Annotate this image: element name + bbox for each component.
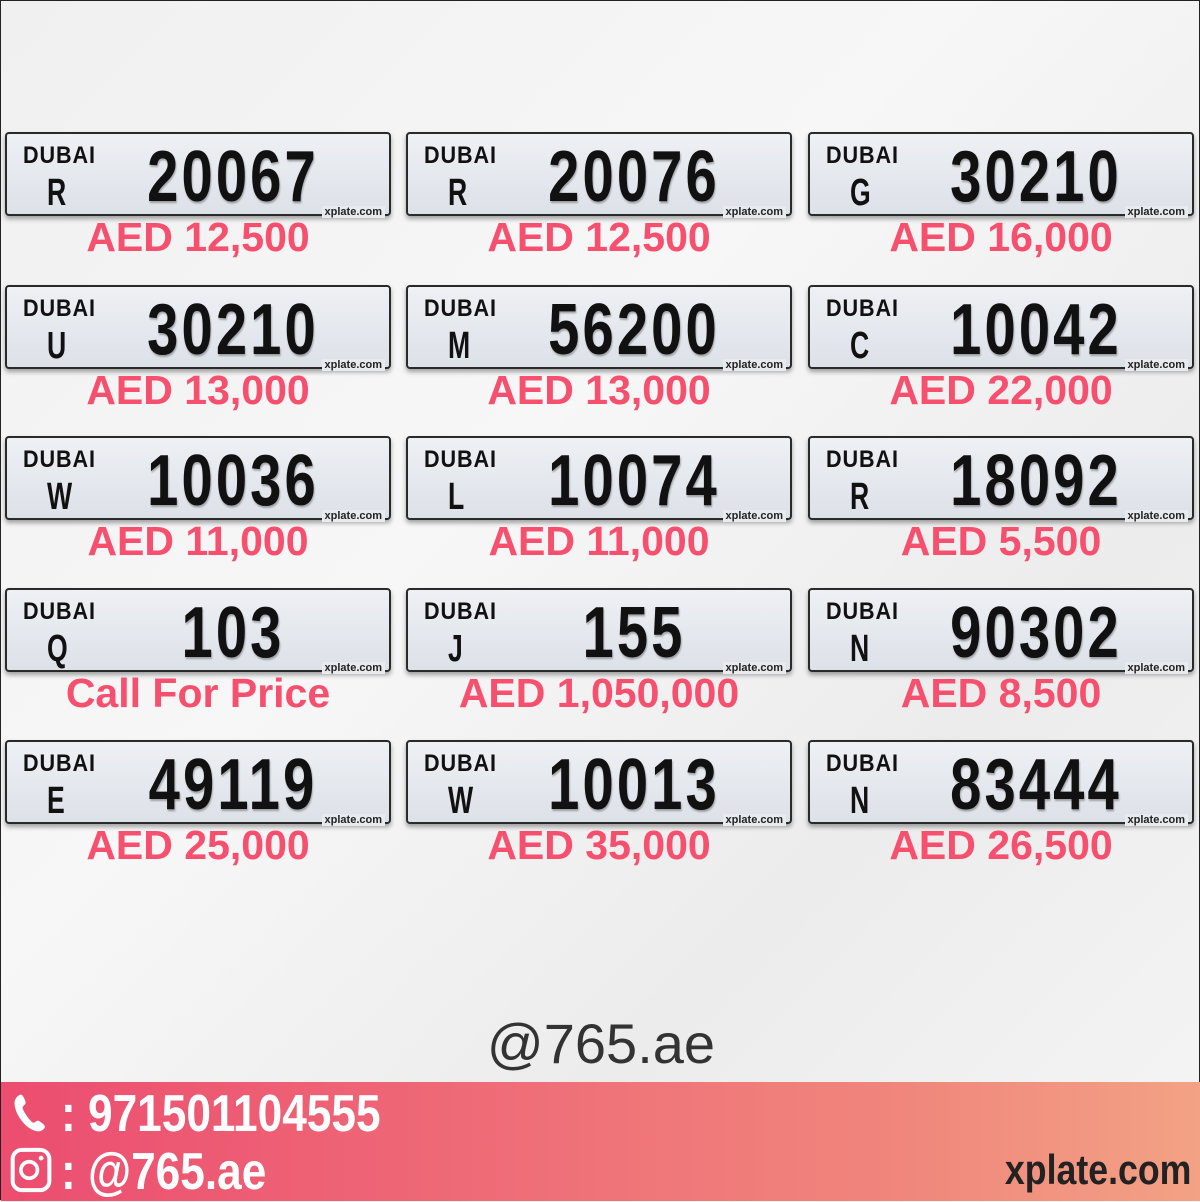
plate-price: AED 12,500	[487, 214, 711, 260]
plate-price: AED 8,500	[900, 670, 1102, 716]
plate-code: R	[850, 476, 870, 518]
plate[interactable]: DUBAI C 10042 xplate.com	[808, 285, 1194, 371]
plate-price: Call For Price	[65, 670, 331, 716]
plate-watermark: xplate.com	[321, 359, 385, 371]
plate-price: AED 26,500	[889, 822, 1113, 868]
plate[interactable]: DUBAI W 10036 xplate.com	[5, 436, 391, 522]
emirate-label: DUBAI	[23, 142, 96, 169]
emirate-label: DUBAI	[424, 295, 497, 322]
plate-watermark: xplate.com	[321, 662, 385, 674]
emirate-label: DUBAI	[826, 446, 899, 473]
plate-code: Q	[47, 628, 68, 670]
plate-watermark: xplate.com	[1124, 359, 1188, 371]
plate[interactable]: DUBAI J 155 xplate.com	[406, 588, 792, 674]
plate[interactable]: DUBAI G 30210 xplate.com	[808, 132, 1194, 218]
plate-number: 56200	[548, 290, 720, 370]
emirate-label: DUBAI	[23, 446, 96, 473]
plate-price: AED 35,000	[487, 822, 711, 868]
plate-price: AED 16,000	[889, 214, 1113, 260]
plate[interactable]: DUBAI R 18092 xplate.com	[808, 436, 1194, 522]
plate[interactable]: DUBAI W 10013 xplate.com	[406, 740, 792, 826]
plate-price: AED 13,000	[86, 367, 310, 413]
plate-watermark: xplate.com	[1124, 662, 1188, 674]
plate-code: N	[850, 780, 870, 822]
plate-price: AED 22,000	[889, 367, 1113, 413]
handle-text: @765.ae	[486, 1012, 716, 1075]
plate-code: N	[850, 628, 870, 670]
emirate-label: DUBAI	[424, 142, 497, 169]
plate-number: 20067	[147, 137, 319, 217]
plate-code: R	[448, 172, 468, 214]
plate-watermark: xplate.com	[1124, 510, 1188, 522]
plate[interactable]: DUBAI L 10074 xplate.com	[406, 436, 792, 522]
plate-number: 10036	[147, 441, 319, 521]
plate-number: 18092	[950, 441, 1122, 521]
plate-number: 30210	[147, 290, 319, 370]
plate-price: AED 1,050,000	[458, 670, 740, 716]
plate[interactable]: DUBAI U 30210 xplate.com	[5, 285, 391, 371]
plate-number: 103	[181, 593, 285, 673]
plate-price: AED 25,000	[86, 822, 310, 868]
footer-banner: : 971501104555 : @765.ae xplate.com	[1, 1082, 1200, 1201]
emirate-label: DUBAI	[23, 598, 96, 625]
plate-code: J	[448, 628, 463, 670]
emirate-label: DUBAI	[23, 750, 96, 777]
plate-code: U	[47, 325, 67, 367]
plate-watermark: xplate.com	[321, 206, 385, 218]
emirate-label: DUBAI	[826, 598, 899, 625]
emirate-label: DUBAI	[826, 295, 899, 322]
plate[interactable]: DUBAI N 83444 xplate.com	[808, 740, 1194, 826]
plate-number: 30210	[950, 137, 1122, 217]
plate[interactable]: DUBAI E 49119 xplate.com	[5, 740, 391, 826]
plate-code: C	[850, 325, 870, 367]
plate-code: W	[47, 476, 73, 518]
plate-number: 49119	[148, 745, 318, 825]
instagram-icon	[10, 1147, 52, 1193]
emirate-label: DUBAI	[424, 446, 497, 473]
plate-watermark: xplate.com	[321, 510, 385, 522]
plate-number: 10074	[548, 441, 720, 521]
plate[interactable]: DUBAI Q 103 xplate.com	[5, 588, 391, 674]
plate[interactable]: DUBAI R 20067 xplate.com	[5, 132, 391, 218]
plate-price: AED 11,000	[87, 518, 309, 564]
plate-number: 83444	[950, 745, 1122, 825]
plate-price: AED 12,500	[86, 214, 310, 260]
plate-price: AED 11,000	[488, 518, 710, 564]
emirate-label: DUBAI	[826, 142, 899, 169]
plate-watermark: xplate.com	[722, 814, 786, 826]
plate-watermark: xplate.com	[1124, 206, 1188, 218]
plate-price: AED 5,500	[900, 518, 1102, 564]
plate-number: 10042	[950, 290, 1122, 370]
plate-number: 10013	[548, 745, 720, 825]
plate-watermark: xplate.com	[722, 359, 786, 371]
emirate-label: DUBAI	[424, 598, 497, 625]
plate-number: 90302	[950, 593, 1122, 673]
plate-watermark: xplate.com	[1124, 814, 1188, 826]
plate[interactable]: DUBAI M 56200 xplate.com	[406, 285, 792, 371]
plate-code: L	[448, 476, 465, 518]
plate-watermark: xplate.com	[321, 814, 385, 826]
site-name[interactable]: xplate.com	[1004, 1146, 1191, 1193]
plate-code: G	[850, 172, 871, 214]
emirate-label: DUBAI	[424, 750, 497, 777]
plate-code: W	[448, 780, 474, 822]
plate-price: AED 13,000	[487, 367, 711, 413]
plate-watermark: xplate.com	[722, 510, 786, 522]
emirate-label: DUBAI	[23, 295, 96, 322]
plate-watermark: xplate.com	[722, 662, 786, 674]
plate-watermark: xplate.com	[722, 206, 786, 218]
plate-code: R	[47, 172, 67, 214]
plate[interactable]: DUBAI N 90302 xplate.com	[808, 588, 1194, 674]
plate-code: E	[47, 780, 65, 822]
instagram-handle[interactable]: : @765.ae	[61, 1143, 267, 1201]
plate-number: 155	[582, 593, 686, 673]
phone-number[interactable]: : 971501104555	[61, 1085, 381, 1143]
plate-code: M	[448, 325, 471, 367]
emirate-label: DUBAI	[826, 750, 899, 777]
phone-icon	[14, 1094, 45, 1132]
plate[interactable]: DUBAI R 20076 xplate.com	[406, 132, 792, 218]
plate-number: 20076	[548, 137, 720, 217]
